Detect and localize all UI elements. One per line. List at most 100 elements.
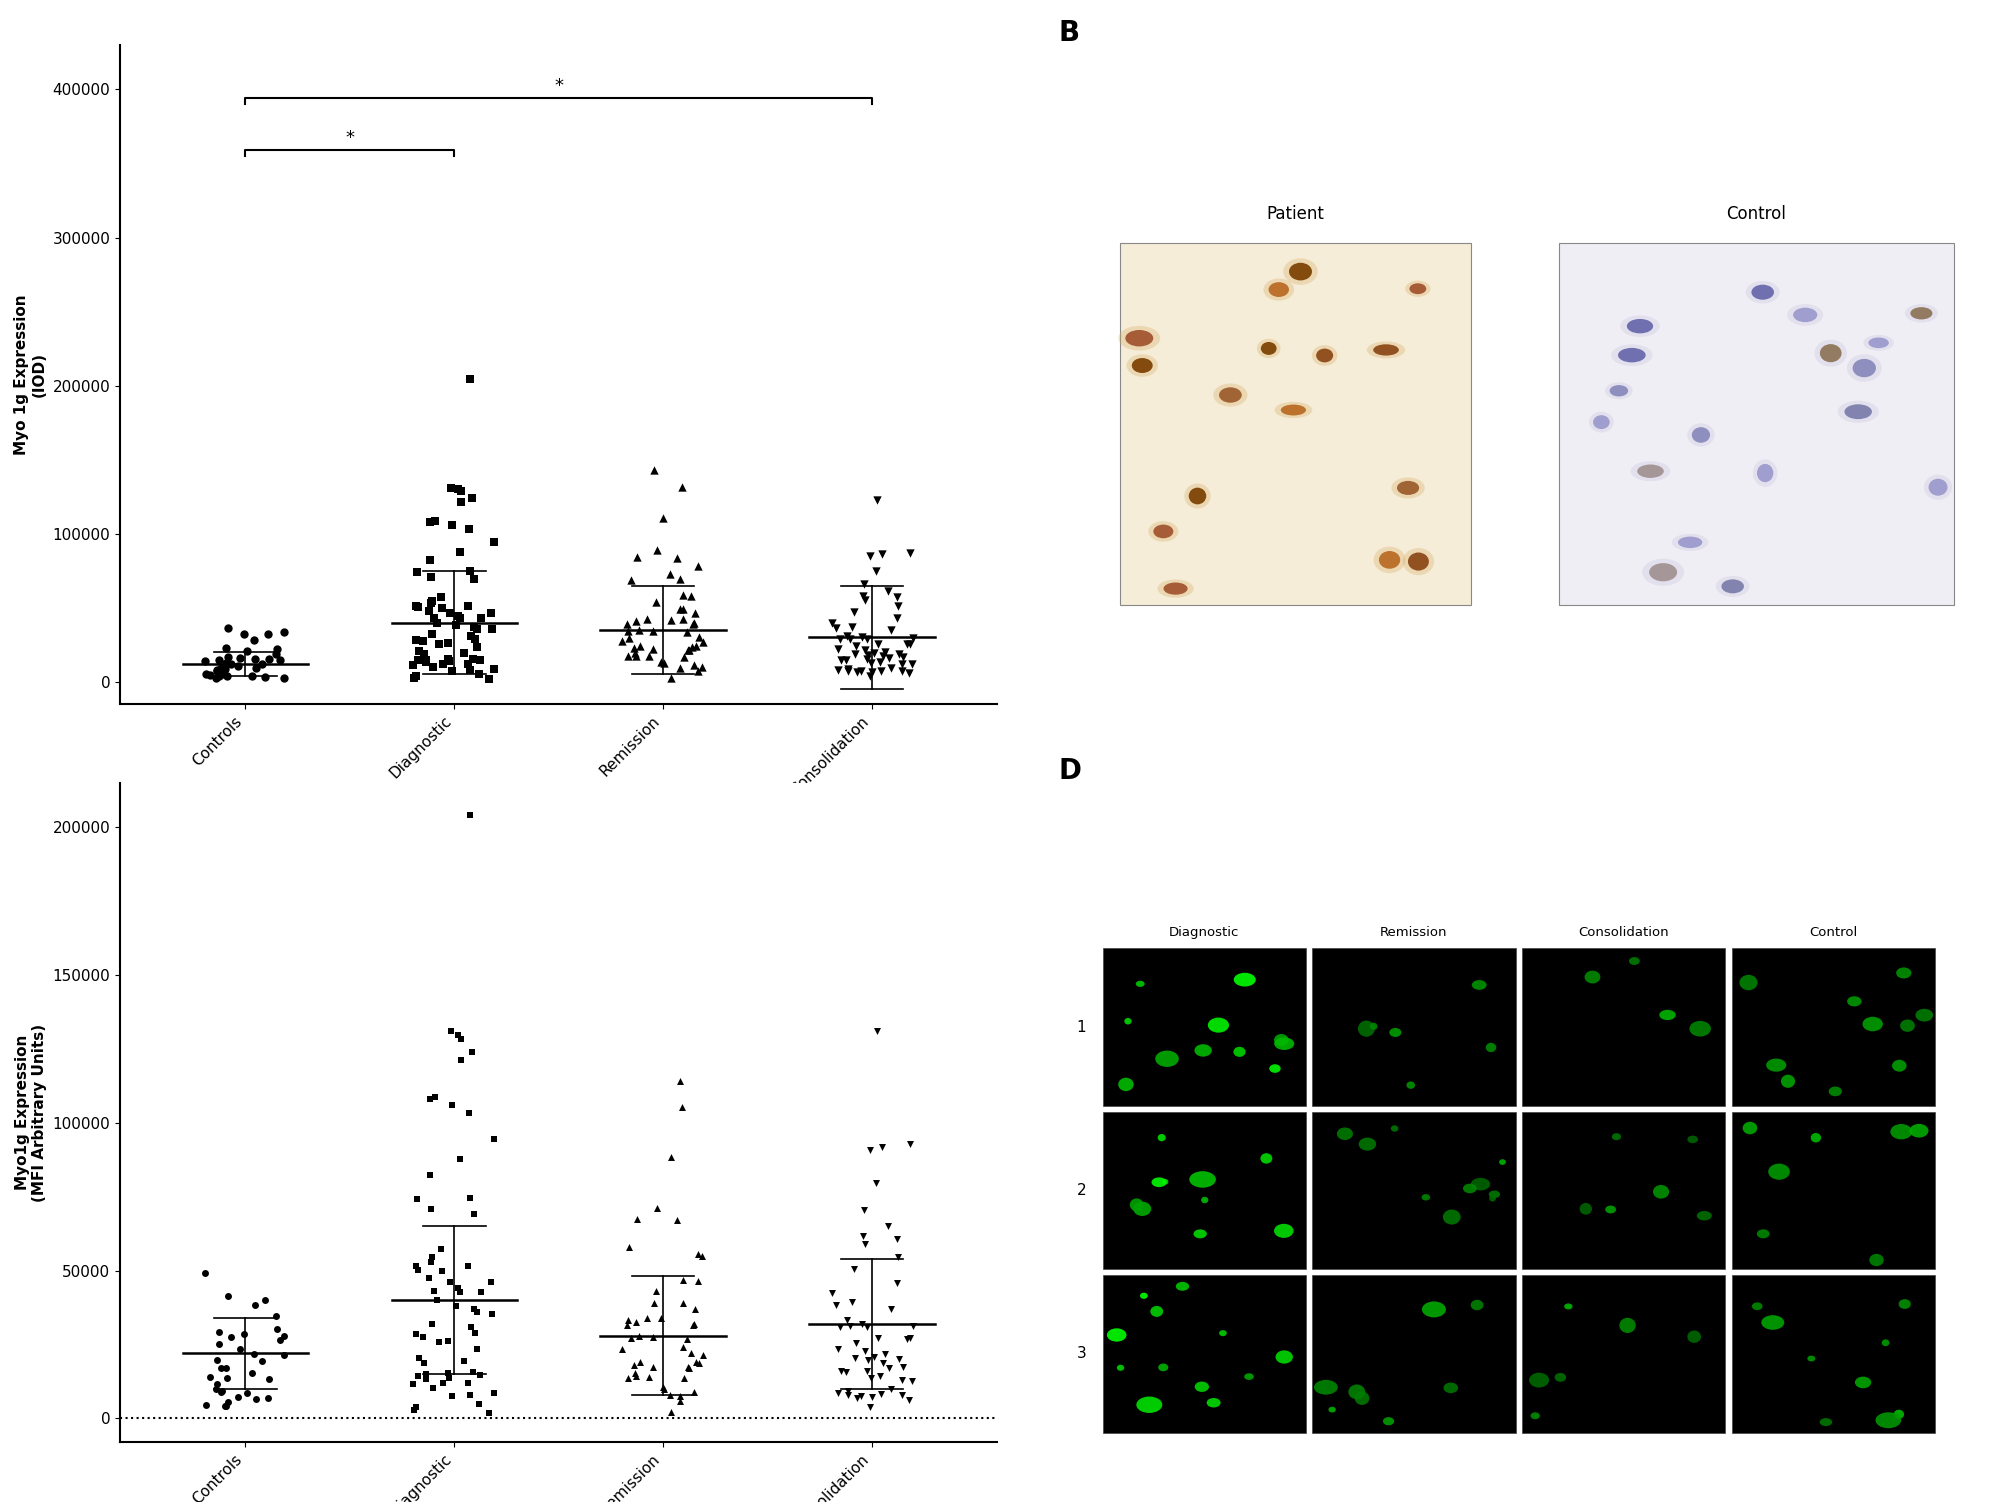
Ellipse shape (1488, 1191, 1500, 1199)
Ellipse shape (1288, 263, 1312, 281)
Ellipse shape (1274, 1038, 1294, 1050)
Ellipse shape (1354, 1391, 1370, 1404)
Point (264, 649, 296, 673)
Point (868, 644, 900, 668)
Ellipse shape (1490, 1196, 1496, 1202)
Point (442, 1023, 474, 1047)
Point (622, 1323, 654, 1347)
Point (896, 652, 928, 676)
Ellipse shape (1158, 1364, 1168, 1371)
Point (416, 1245, 448, 1269)
Point (614, 1235, 646, 1259)
Point (440, 613, 472, 637)
Point (252, 622, 284, 646)
Point (640, 590, 672, 614)
Point (666, 1095, 698, 1119)
Point (872, 580, 904, 604)
Point (442, 604, 474, 628)
Point (616, 1326, 648, 1350)
Point (872, 1214, 904, 1238)
Text: Patient: Patient (1266, 204, 1324, 222)
Point (458, 616, 490, 640)
Point (442, 1275, 474, 1299)
Point (414, 548, 446, 572)
Point (436, 512, 468, 536)
Bar (1312, 1275, 1516, 1433)
Point (876, 1298, 908, 1322)
Point (410, 650, 442, 674)
Point (444, 1280, 476, 1304)
Ellipse shape (1244, 1373, 1254, 1380)
Ellipse shape (1202, 1197, 1208, 1203)
Point (868, 1343, 900, 1367)
Point (206, 662, 238, 686)
Point (212, 1365, 244, 1389)
Point (854, 1139, 886, 1163)
Point (460, 635, 492, 659)
Point (238, 647, 270, 671)
Point (894, 1133, 926, 1157)
Point (882, 595, 914, 619)
Ellipse shape (1162, 1179, 1168, 1185)
Point (682, 554, 714, 578)
Ellipse shape (1500, 1160, 1506, 1166)
Ellipse shape (1274, 1224, 1294, 1238)
Ellipse shape (1382, 1416, 1394, 1425)
Point (840, 634, 872, 658)
Ellipse shape (1472, 981, 1486, 990)
Point (400, 664, 432, 688)
Point (422, 632, 454, 656)
Ellipse shape (1606, 1206, 1616, 1214)
Point (824, 647, 856, 671)
Point (682, 1242, 714, 1266)
Point (664, 1383, 696, 1407)
Point (664, 598, 696, 622)
Point (678, 610, 710, 634)
Ellipse shape (1392, 478, 1424, 499)
Point (854, 1395, 886, 1419)
Point (238, 1293, 270, 1317)
Point (202, 659, 234, 683)
Ellipse shape (1234, 973, 1256, 987)
Point (686, 655, 718, 679)
Point (444, 1026, 476, 1050)
Bar (1732, 948, 1936, 1105)
Point (646, 506, 678, 530)
Point (894, 661, 926, 685)
Point (454, 366, 486, 391)
Point (402, 1257, 434, 1281)
Point (672, 1355, 704, 1379)
Point (456, 1359, 488, 1383)
Ellipse shape (1762, 1316, 1784, 1329)
Point (682, 1269, 714, 1293)
Point (420, 611, 452, 635)
Point (204, 661, 236, 685)
Point (462, 1391, 494, 1415)
Point (638, 1325, 670, 1349)
Ellipse shape (1672, 533, 1708, 551)
Point (896, 1370, 928, 1394)
Ellipse shape (1868, 338, 1888, 348)
Ellipse shape (1848, 996, 1862, 1006)
Point (632, 644, 664, 668)
Ellipse shape (1564, 1304, 1572, 1310)
Point (200, 667, 232, 691)
Ellipse shape (1408, 553, 1428, 571)
Point (680, 634, 712, 658)
Point (620, 1364, 652, 1388)
Point (260, 1304, 292, 1328)
Point (664, 566, 696, 590)
Point (676, 1341, 708, 1365)
Point (666, 598, 698, 622)
Ellipse shape (1752, 1302, 1762, 1310)
Ellipse shape (1910, 306, 1932, 320)
Ellipse shape (1650, 563, 1678, 581)
Ellipse shape (1314, 1380, 1338, 1395)
Point (432, 1361, 464, 1385)
Point (474, 667, 506, 691)
Point (440, 1293, 472, 1317)
Ellipse shape (1838, 401, 1878, 424)
Point (230, 1380, 262, 1404)
Point (670, 620, 702, 644)
Ellipse shape (1422, 1301, 1446, 1317)
